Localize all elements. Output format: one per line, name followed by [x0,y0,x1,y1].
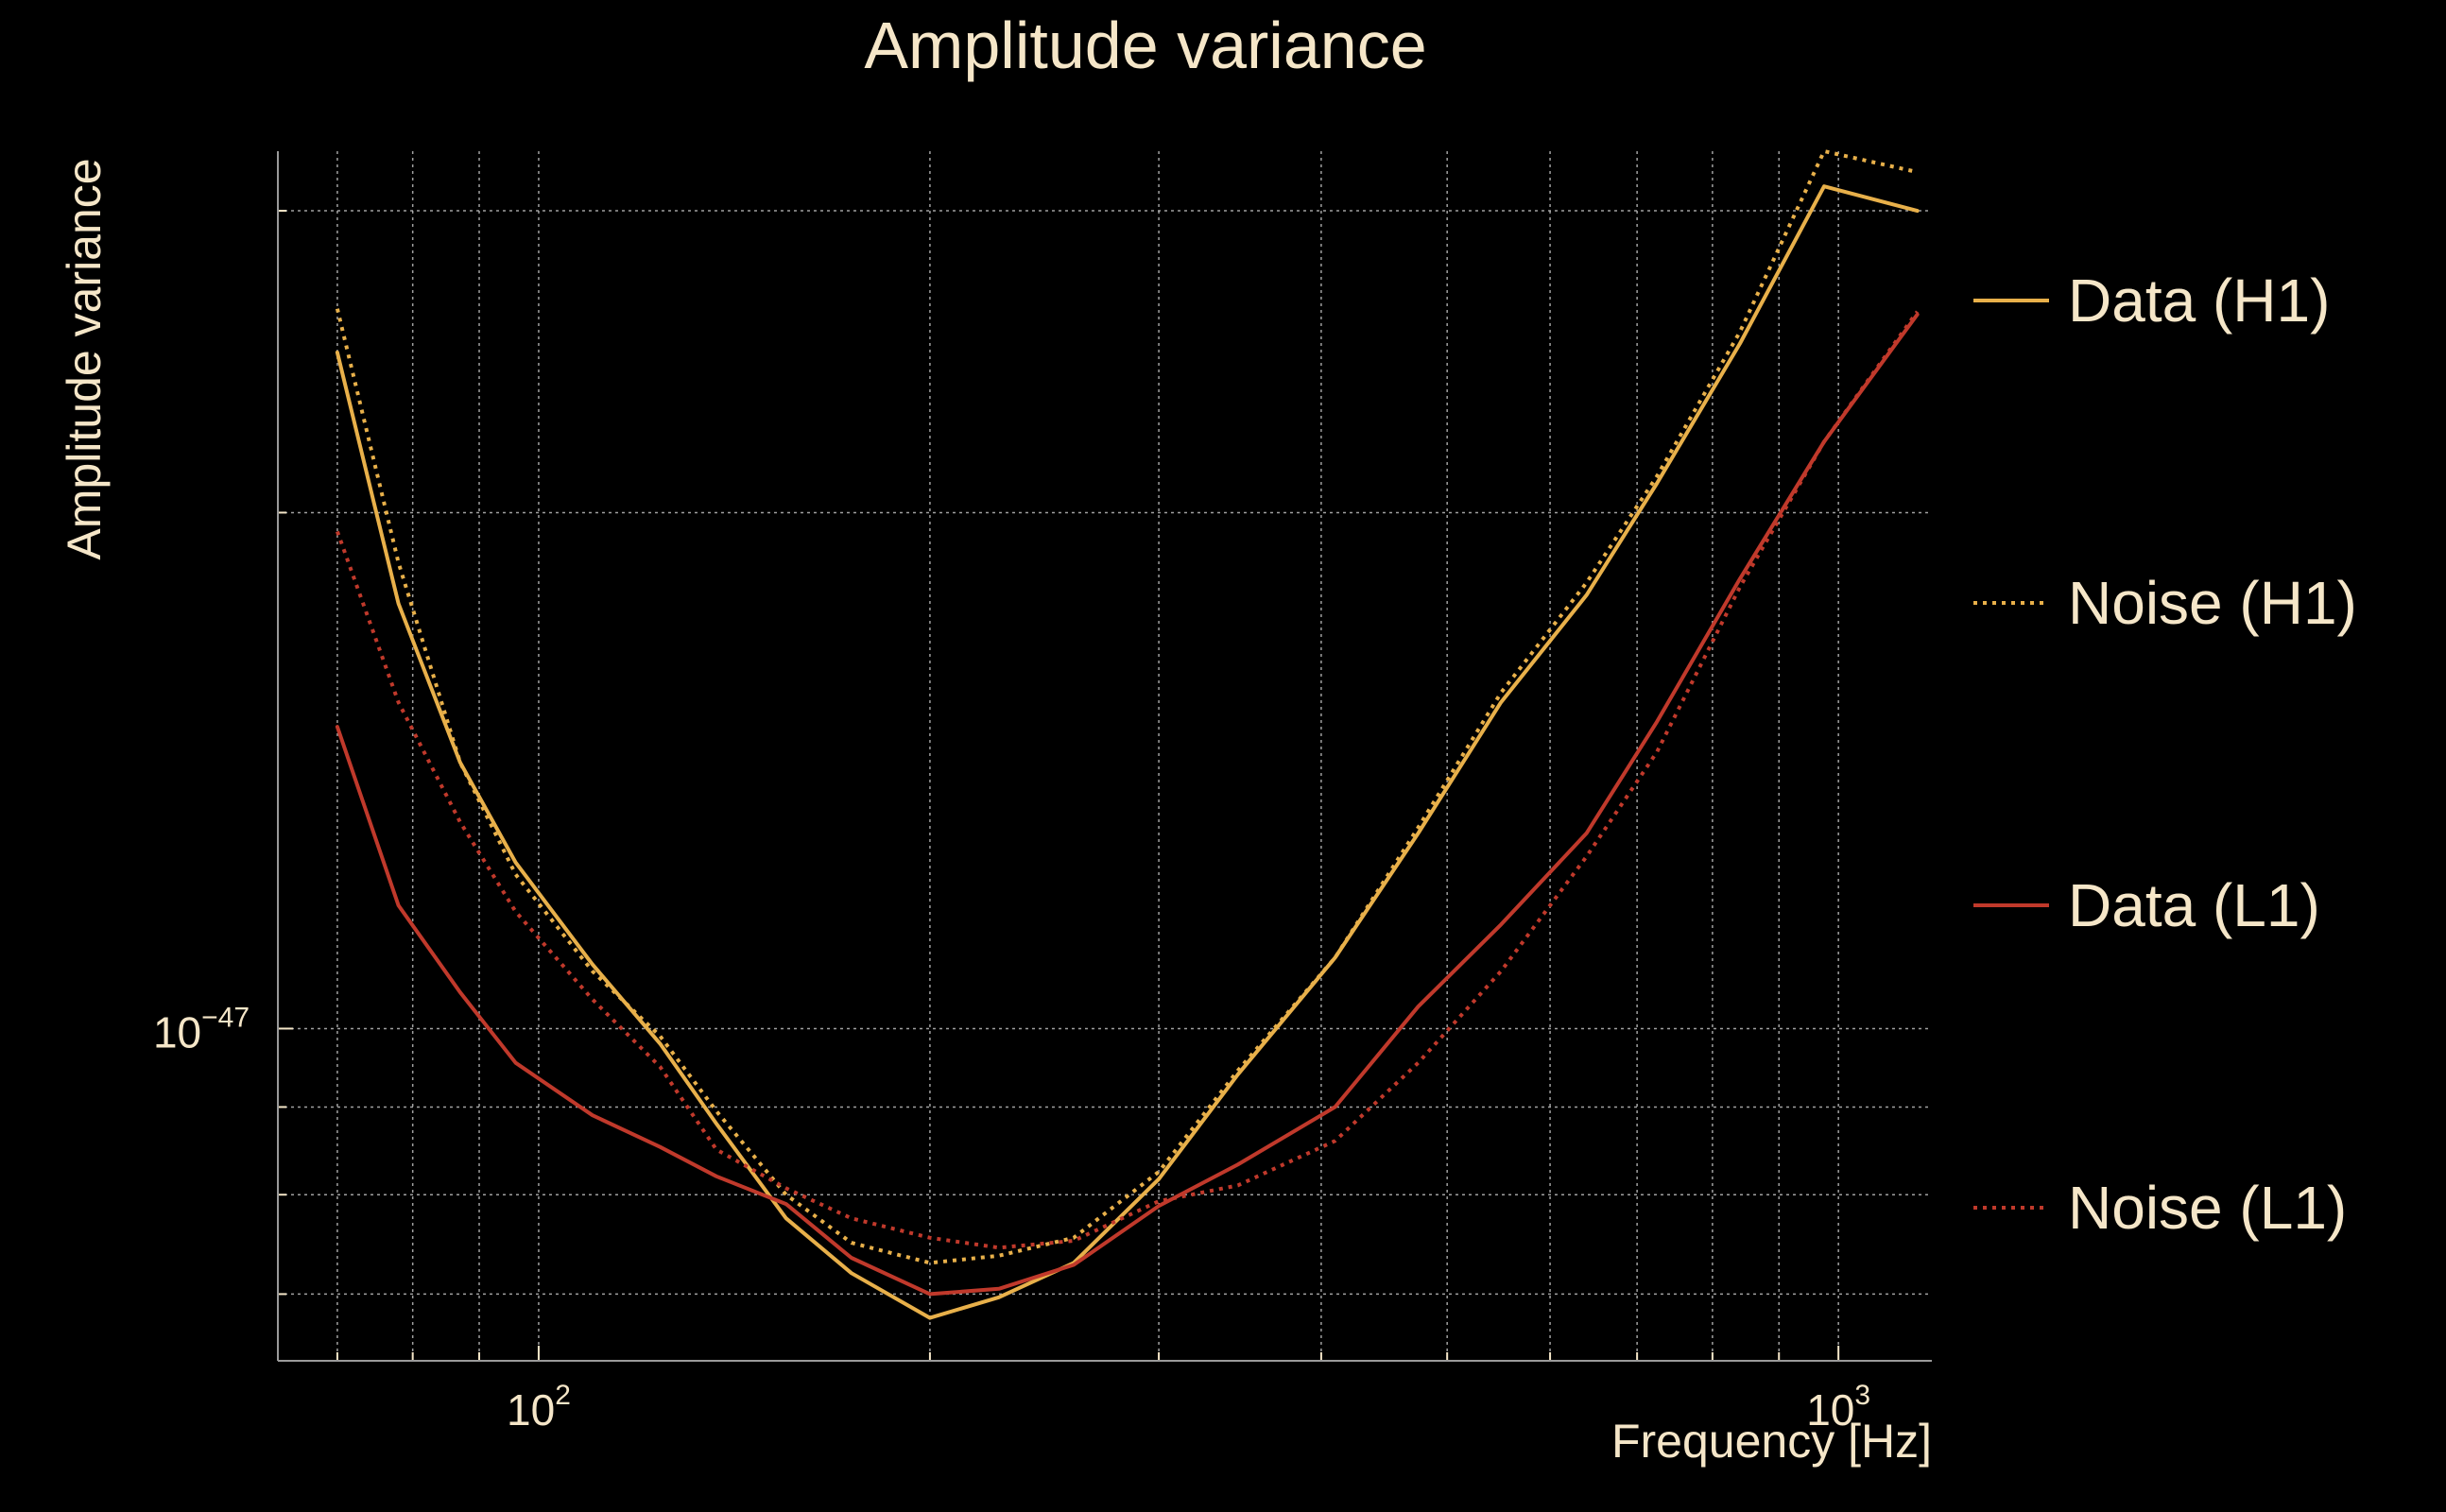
legend-label: Noise (H1) [2068,569,2357,637]
legend-item: Noise (L1) [1973,1174,2347,1242]
y-axis-label: Amplitude variance [58,158,111,559]
y-tick-label: 10−47 [153,1002,250,1057]
series-line-1 [335,184,1920,1320]
series-line-4 [336,310,1920,1250]
legend-label: Noise (L1) [2068,1174,2347,1242]
legend-item: Noise (H1) [1973,569,2357,637]
legend: Data (H1) Noise (H1) Data (L1) Noise (L1) [1973,266,2357,1242]
legend-label: Data (H1) [2068,266,2330,335]
chart-title: Amplitude variance [864,9,1426,82]
legend-item: Data (L1) [1973,871,2320,939]
x-tick-label: 102 [507,1380,571,1435]
series-line-2 [335,149,1919,1265]
x-axis-label: Frequency [Hz] [1611,1415,1932,1468]
legend-item: Data (H1) [1973,266,2330,335]
legend-label: Data (L1) [2068,871,2320,939]
series-line-3 [335,312,1920,1297]
axes: 102 103 10−47 [153,151,1932,1435]
plot-lines [335,149,1920,1320]
x-tick-label: 103 [1806,1380,1870,1435]
grid [278,151,1932,1361]
